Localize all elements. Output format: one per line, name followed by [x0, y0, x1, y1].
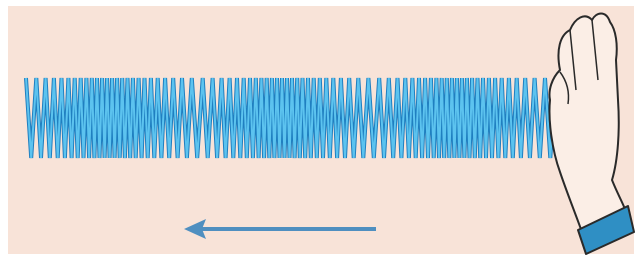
spring: [26, 78, 556, 158]
page: {} (() => { const g = document.getElemen…: [0, 0, 642, 265]
illustration: [0, 0, 642, 265]
